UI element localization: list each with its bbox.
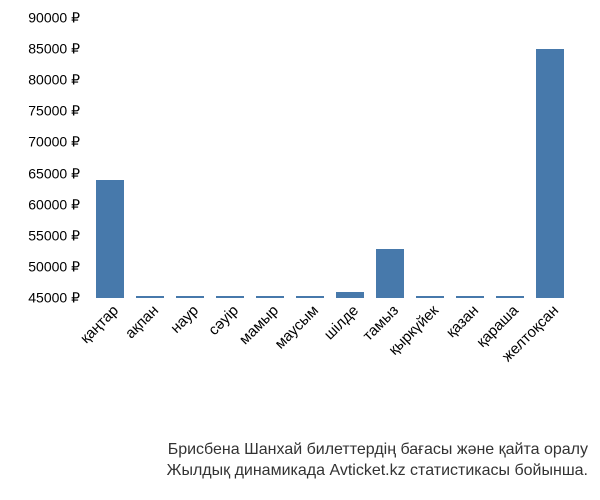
x-tick-label: қаңтар <box>77 302 122 347</box>
y-tick-label: 60000 ₽ <box>28 196 80 213</box>
bar <box>216 296 244 298</box>
y-tick-label: 45000 ₽ <box>28 290 80 307</box>
bar <box>496 296 524 298</box>
y-tick-label: 50000 ₽ <box>28 258 80 275</box>
y-tick-label: 80000 ₽ <box>28 72 80 89</box>
y-tick-label: 55000 ₽ <box>28 227 80 244</box>
bar <box>416 296 444 298</box>
chart-plot-area <box>92 18 570 298</box>
y-tick-label: 70000 ₽ <box>28 134 80 151</box>
y-axis: 45000 ₽50000 ₽55000 ₽60000 ₽65000 ₽70000… <box>0 18 86 298</box>
bar <box>536 49 564 298</box>
bar <box>176 296 204 298</box>
bar <box>296 296 324 298</box>
x-axis-labels: қаңтарақпаннаурсәуірмамырмаусымшілдетамы… <box>92 302 570 422</box>
bar <box>136 296 164 298</box>
bar <box>256 296 284 298</box>
x-tick-label: наур <box>167 302 202 337</box>
y-tick-label: 75000 ₽ <box>28 103 80 120</box>
bar <box>336 292 364 298</box>
caption-line-2: Жылдық динамикада Avticket.kz статистика… <box>0 460 588 482</box>
y-tick-label: 65000 ₽ <box>28 165 80 182</box>
x-tick-label: ақпан <box>122 302 162 342</box>
bar <box>96 180 124 298</box>
y-tick-label: 85000 ₽ <box>28 41 80 58</box>
bars-container <box>92 18 570 298</box>
x-tick-label: шілде <box>321 302 362 343</box>
bar <box>456 296 484 298</box>
caption-line-1: Брисбена Шанхай билеттердің бағасы және … <box>0 439 588 461</box>
x-tick-label: сәуір <box>205 302 242 339</box>
bar <box>376 249 404 298</box>
y-tick-label: 90000 ₽ <box>28 10 80 27</box>
x-tick-label: маусым <box>272 302 323 353</box>
chart-caption: Брисбена Шанхай билеттердің бағасы және … <box>0 439 588 482</box>
